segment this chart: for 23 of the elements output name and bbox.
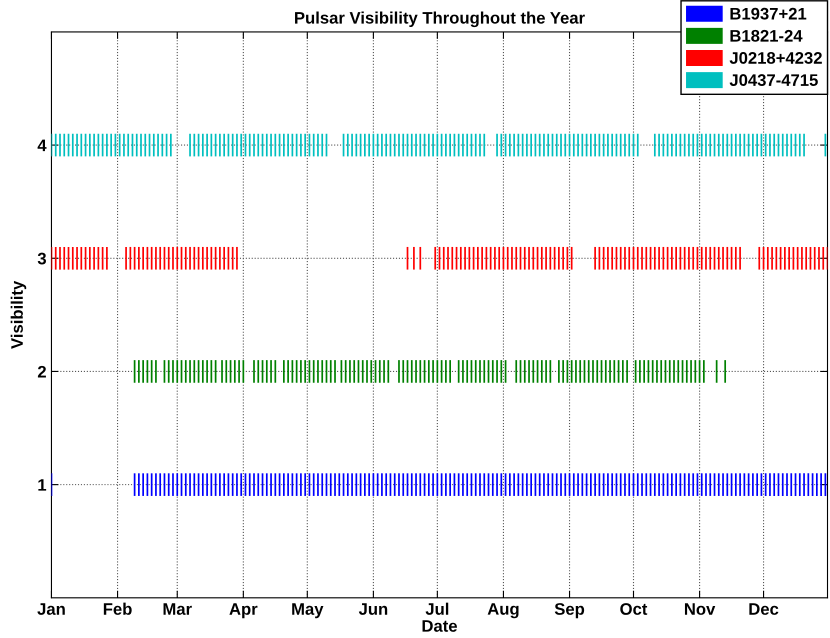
x-tick-label: Aug bbox=[488, 603, 519, 618]
y-tick-label: 1 bbox=[38, 479, 46, 491]
x-tick-label: Apr bbox=[229, 603, 258, 618]
x-tick-label: Sep bbox=[554, 603, 584, 618]
x-tick-label: Nov bbox=[684, 603, 716, 615]
y-tick-label: 3 bbox=[38, 252, 46, 264]
y-axis-title: Visibility bbox=[10, 280, 26, 349]
x-axis-title: Date bbox=[422, 620, 457, 632]
legend-label: B1821-24 bbox=[730, 30, 802, 42]
x-tick-label: Jun bbox=[358, 603, 388, 615]
x-tick-label: Feb bbox=[104, 602, 132, 615]
x-tick-label: Mar bbox=[164, 603, 192, 615]
x-tick-label: Dec bbox=[749, 603, 778, 615]
x-tick-label: Jul bbox=[426, 602, 448, 615]
x-tick-label: Jan bbox=[37, 603, 65, 615]
legend-label: B1937+21 bbox=[730, 8, 806, 20]
legend-label: J0437-4715 bbox=[730, 74, 818, 86]
y-tick-label: 2 bbox=[38, 366, 46, 378]
legend-label: J0218+4232 bbox=[730, 52, 822, 64]
y-tick-label: 4 bbox=[38, 140, 47, 152]
x-tick-label: Oct bbox=[620, 603, 648, 615]
chart-title: Pulsar Visibility Throughout the Year bbox=[295, 11, 585, 28]
x-tick-label: May bbox=[292, 603, 324, 618]
